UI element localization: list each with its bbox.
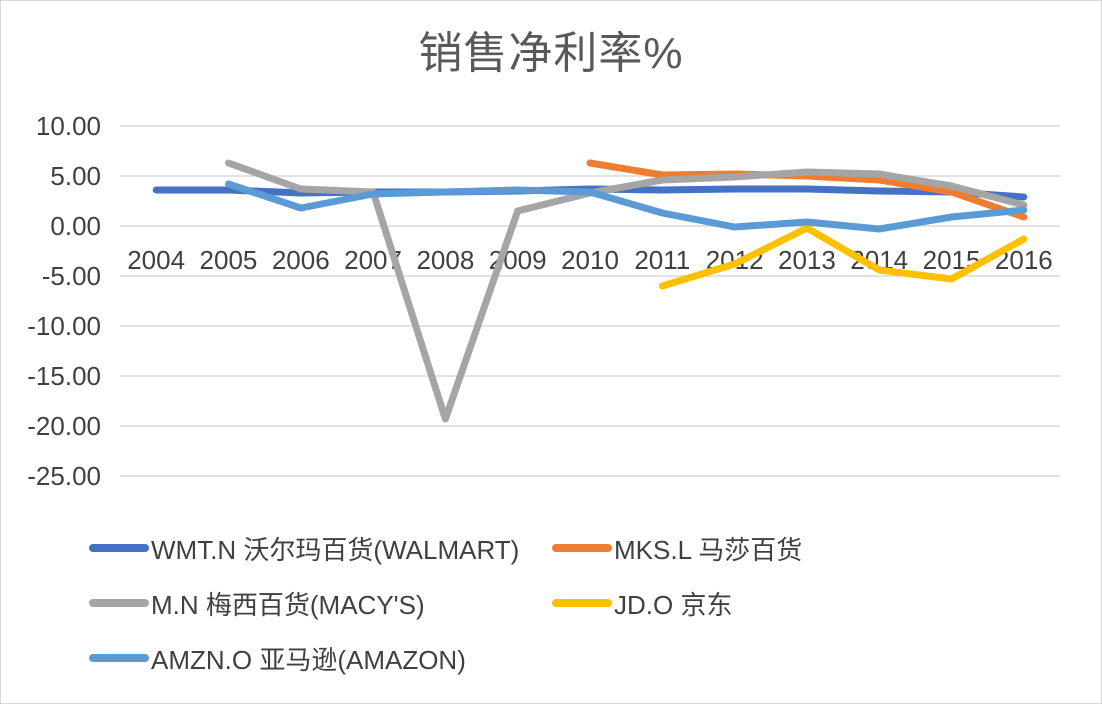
x-axis-tick-label: 2005: [200, 245, 258, 275]
series-line-mks-l: [586, 159, 1028, 221]
y-axis-tick-label: -5.00: [42, 261, 101, 291]
series-line-amzn-o: [225, 180, 1028, 233]
y-axis-tick-label: 0.00: [50, 211, 101, 241]
x-axis-tick-label: 2013: [778, 245, 836, 275]
series-line-jd-o: [658, 224, 1028, 290]
x-axis-tick-label: 2006: [272, 245, 330, 275]
chart-title: 销售净利率%: [418, 29, 684, 78]
y-axis-tick-label: -15.00: [27, 361, 101, 391]
x-axis-tick-label: 2011: [634, 245, 690, 275]
y-axis-tick-label: 5.00: [50, 161, 101, 191]
y-axis-tick-label: -20.00: [27, 411, 101, 441]
x-axis-tick-label: 2008: [416, 245, 474, 275]
series-line-m-n: [225, 159, 1028, 423]
y-axis-tick-label: -25.00: [27, 461, 101, 491]
y-axis-tick-label: -10.00: [27, 311, 101, 341]
x-axis-tick-label: 2010: [561, 245, 619, 275]
y-axis-tick-label: 10.00: [36, 111, 101, 141]
x-axis-tick-label: 2004: [127, 245, 185, 275]
